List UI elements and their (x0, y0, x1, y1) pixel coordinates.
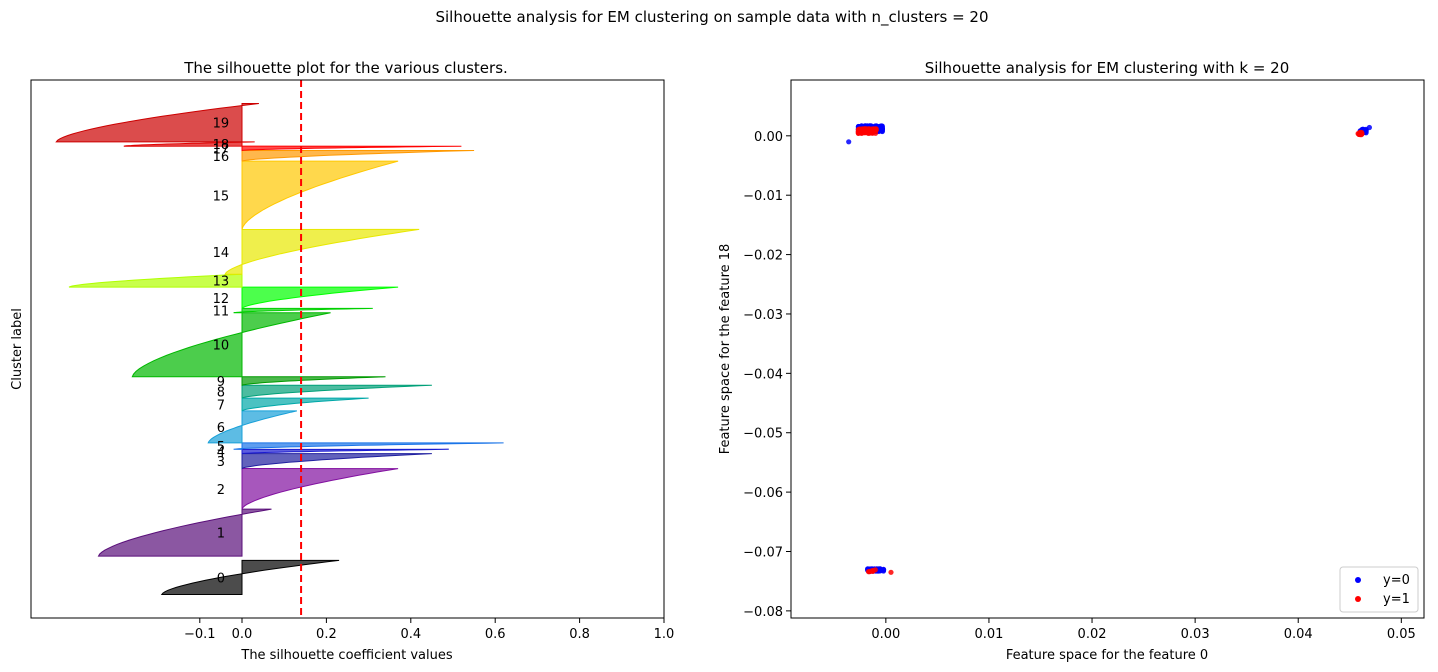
scatter-point-y=1 (864, 128, 870, 134)
scatter-title: Silhouette analysis for EM clustering wi… (925, 59, 1290, 77)
cluster-label: 13 (213, 275, 230, 290)
legend-marker-y0 (1355, 577, 1361, 583)
legend-label-y1: y=1 (1383, 592, 1410, 607)
silhouette-cluster-19 (55, 102, 259, 143)
cluster-label: 16 (213, 150, 230, 165)
cluster-label: 5 (217, 440, 225, 455)
scatter-point-y=0 (880, 567, 887, 573)
x-tick-label: 0.4 (400, 627, 421, 642)
scatter-point-y=1 (870, 126, 877, 132)
cluster-label: 12 (213, 292, 230, 307)
scatter-points (846, 123, 1372, 575)
scatter-point-y=0 (879, 124, 885, 130)
y-tick-label: −0.03 (743, 308, 783, 323)
cluster-label: 4 (217, 445, 225, 460)
silhouette-cluster-5 (233, 442, 504, 450)
scatter-point-y=0 (846, 139, 852, 145)
scatter-point-y=0 (1366, 124, 1372, 131)
scatter-point-y=1 (888, 569, 894, 575)
legend: y=0 y=1 (1339, 566, 1419, 613)
cluster-label: 10 (213, 339, 230, 354)
cluster-label: 8 (217, 386, 225, 401)
y-tick-label: −0.04 (743, 367, 783, 382)
scatter-point-y=1 (866, 569, 873, 575)
silhouette-cluster-10 (131, 312, 331, 378)
silhouette-cluster-9 (241, 376, 386, 387)
silhouette-cluster-15 (241, 160, 399, 230)
silhouette-cluster-12 (241, 286, 399, 309)
silhouette-cluster-4 (241, 448, 449, 455)
silhouette-cluster-13 (68, 273, 243, 288)
cluster-label: 19 (213, 117, 230, 132)
silhouette-cluster-0 (160, 559, 340, 596)
x-tick-label: −0.1 (184, 627, 216, 642)
cluster-label: 17 (213, 142, 230, 157)
scatter-point-y=1 (1356, 131, 1362, 137)
y-tick-label: 0.00 (754, 130, 783, 145)
cluster-label: 7 (217, 399, 225, 414)
x-tick-label: 1.0 (654, 627, 675, 642)
y-tick-label: −0.02 (743, 249, 783, 264)
y-tick-label: −0.08 (743, 605, 783, 620)
cluster-label: 18 (213, 138, 230, 153)
scatter-axes-frame (790, 79, 1425, 619)
scatter-plot: Silhouette analysis for EM clustering wi… (718, 59, 1425, 663)
silhouette-title: The silhouette plot for the various clus… (183, 59, 508, 77)
silhouette-marks (55, 102, 504, 596)
silhouette-cluster-11 (233, 307, 373, 314)
silhouette-ylabel: Cluster label (10, 308, 25, 390)
silhouette-cluster-16 (241, 149, 475, 162)
silhouette-xlabel: The silhouette coefficient values (240, 648, 452, 663)
silhouette-cluster-14 (224, 228, 420, 275)
silhouette-cluster-2 (241, 468, 399, 510)
x-tick-label: 0.01 (974, 627, 1003, 642)
silhouette-x-ticks: −0.1 0.0 0.2 0.4 0.6 0.8 1.0 (184, 618, 674, 642)
scatter-y-ticks: 0.00 −0.01 −0.02 −0.03 −0.04 −0.05 −0.06 −0.07 −… (743, 130, 791, 620)
legend-label-y0: y=0 (1383, 573, 1410, 588)
x-tick-label: 0.6 (485, 627, 506, 642)
x-tick-label: 0.0 (232, 627, 253, 642)
x-tick-label: 0.00 (871, 627, 900, 642)
figure-suptitle: Silhouette analysis for EM clustering on… (435, 8, 988, 27)
y-tick-label: −0.07 (743, 545, 783, 560)
silhouette-cluster-7 (241, 397, 369, 412)
silhouette-cluster-8 (241, 384, 432, 399)
cluster-label: 3 (217, 455, 225, 470)
cluster-label: 11 (213, 305, 230, 320)
cluster-label: 0 (217, 571, 225, 586)
scatter-ylabel: Feature space for the feature 18 (718, 244, 733, 455)
y-tick-label: −0.06 (743, 486, 783, 501)
cluster-label: 1 (217, 527, 225, 542)
scatter-point-y=1 (856, 126, 862, 133)
x-tick-label: 0.03 (1181, 627, 1210, 642)
x-tick-label: 0.2 (316, 627, 337, 642)
cluster-label: 15 (213, 189, 230, 204)
scatter-xlabel: Feature space for the feature 0 (1006, 648, 1208, 663)
silhouette-cluster-3 (241, 453, 432, 470)
y-tick-label: −0.01 (743, 189, 783, 204)
cluster-label: 14 (213, 246, 230, 261)
silhouette-axes-frame (30, 79, 665, 619)
cluster-label: 9 (217, 375, 225, 390)
cluster-label: 2 (217, 483, 225, 498)
x-tick-label: 0.05 (1387, 627, 1416, 642)
cluster-label: 6 (217, 421, 225, 436)
silhouette-cluster-1 (97, 508, 272, 557)
y-tick-label: −0.05 (743, 427, 783, 442)
silhouette-plot: The silhouette plot for the various clus… (10, 59, 674, 663)
silhouette-cluster-18 (123, 141, 255, 147)
x-tick-label: 0.04 (1284, 627, 1313, 642)
silhouette-cluster-6 (207, 410, 298, 444)
x-tick-label: 0.8 (569, 627, 590, 642)
x-tick-label: 0.02 (1078, 627, 1107, 642)
legend-marker-y1 (1355, 596, 1361, 602)
silhouette-cluster-17 (241, 145, 462, 152)
scatter-x-ticks: 0.00 0.01 0.02 0.03 0.04 0.05 (871, 618, 1416, 642)
